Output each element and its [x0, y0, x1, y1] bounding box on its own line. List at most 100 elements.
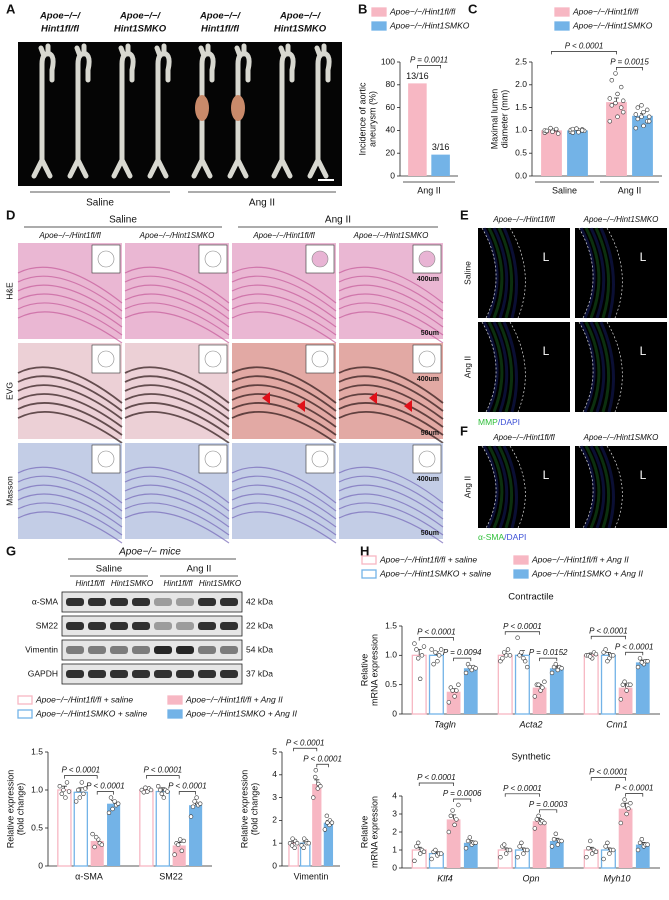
bar [431, 154, 450, 176]
tissue-fiber [338, 366, 444, 404]
data-point [416, 840, 421, 845]
bar [497, 654, 513, 715]
data-point [605, 840, 610, 845]
blot-band [66, 622, 84, 630]
data-point [553, 831, 558, 836]
data-point [504, 851, 509, 856]
blot-band [176, 670, 194, 678]
data-point [66, 789, 72, 794]
data-point [639, 114, 644, 119]
p-value-label: P = 0.0003 [529, 800, 568, 809]
data-point [179, 848, 185, 853]
genotype-label: Apoe−/−/Hint1SMKO [583, 433, 659, 442]
comparison-bracket [178, 791, 196, 795]
data-point [593, 849, 599, 854]
signal [589, 445, 606, 529]
signal [487, 321, 504, 413]
x-tick-label: Saline [552, 185, 577, 195]
data-point [550, 129, 555, 134]
fluorescence-image [575, 228, 667, 318]
p-value-label: P < 0.0001 [417, 773, 456, 782]
stain-label: Masson [4, 476, 14, 506]
signal [497, 321, 514, 413]
bar [618, 687, 633, 714]
data-point [637, 656, 643, 661]
data-point [609, 78, 614, 83]
tissue-fiber [124, 293, 230, 328]
p-value-label: P < 0.0001 [86, 782, 125, 791]
data-point [148, 787, 154, 793]
y-axis-label: (fold change) [15, 783, 25, 836]
data-point [165, 789, 170, 794]
blot-band [88, 670, 106, 678]
data-point [448, 813, 454, 818]
group-label: Ang II [325, 215, 351, 226]
data-point [641, 123, 646, 129]
tissue-fiber [338, 511, 444, 544]
data-point [502, 842, 507, 847]
blot-band [88, 598, 106, 606]
tissue-fiber [17, 275, 123, 312]
data-point [517, 844, 522, 849]
data-point [613, 100, 618, 106]
lumen-label: L [640, 344, 647, 358]
data-point [463, 845, 469, 851]
tissue-fiber [231, 466, 337, 504]
vessel-outline [481, 227, 526, 319]
data-point [418, 676, 423, 681]
signal [584, 445, 601, 529]
data-point [641, 109, 646, 115]
data-point [435, 658, 440, 664]
p-value-label: P < 0.0001 [143, 766, 182, 775]
signal [594, 321, 611, 413]
data-point [446, 829, 452, 835]
data-point [99, 842, 105, 847]
y-tick-label: 1.5 [515, 102, 527, 112]
data-point [559, 838, 564, 844]
comparison-bracket [417, 65, 441, 69]
data-point [73, 799, 79, 804]
signal [492, 445, 509, 529]
data-point [429, 647, 434, 652]
genotype-label: Apoe−/−/ [199, 11, 241, 22]
genotype-label: Hint1fl/fl [41, 24, 79, 35]
data-point [548, 125, 553, 131]
data-point [190, 804, 196, 809]
legend-swatch [371, 7, 387, 17]
stain-marker: α-SMA [478, 532, 504, 542]
genotype-label: Apoe−/−/Hint1fl/fl [492, 215, 555, 224]
comparison-bracket [590, 635, 626, 640]
data-point [289, 843, 295, 848]
data-point [540, 685, 545, 690]
lumen-label: L [640, 468, 647, 482]
data-point [551, 836, 557, 842]
tissue-fiber [124, 266, 230, 304]
inset [91, 344, 121, 374]
bar [635, 662, 650, 714]
p-value-label: P < 0.0001 [615, 784, 654, 793]
signal [584, 227, 601, 319]
fluorescence-image [575, 322, 667, 412]
data-point [645, 107, 650, 113]
data-point [306, 840, 311, 846]
data-point [64, 780, 70, 785]
fluorescence-image [478, 446, 570, 528]
lumen-label: L [543, 344, 550, 358]
data-point [421, 849, 427, 854]
data-point [544, 128, 549, 134]
legend-swatch [554, 7, 570, 17]
tissue-fiber [124, 384, 230, 420]
signal [502, 321, 518, 413]
bar [446, 691, 461, 714]
data-point [452, 822, 457, 827]
data-point [172, 852, 177, 857]
tissue-fiber [231, 502, 337, 536]
error-bar [160, 787, 166, 792]
tissue-fiber [124, 411, 230, 444]
tissue-fiber [17, 493, 123, 528]
blot-band [110, 670, 128, 678]
data-point [507, 847, 513, 853]
blot-band [110, 646, 128, 654]
data-point [90, 831, 95, 837]
p-value-label: P = 0.0152 [529, 648, 568, 657]
